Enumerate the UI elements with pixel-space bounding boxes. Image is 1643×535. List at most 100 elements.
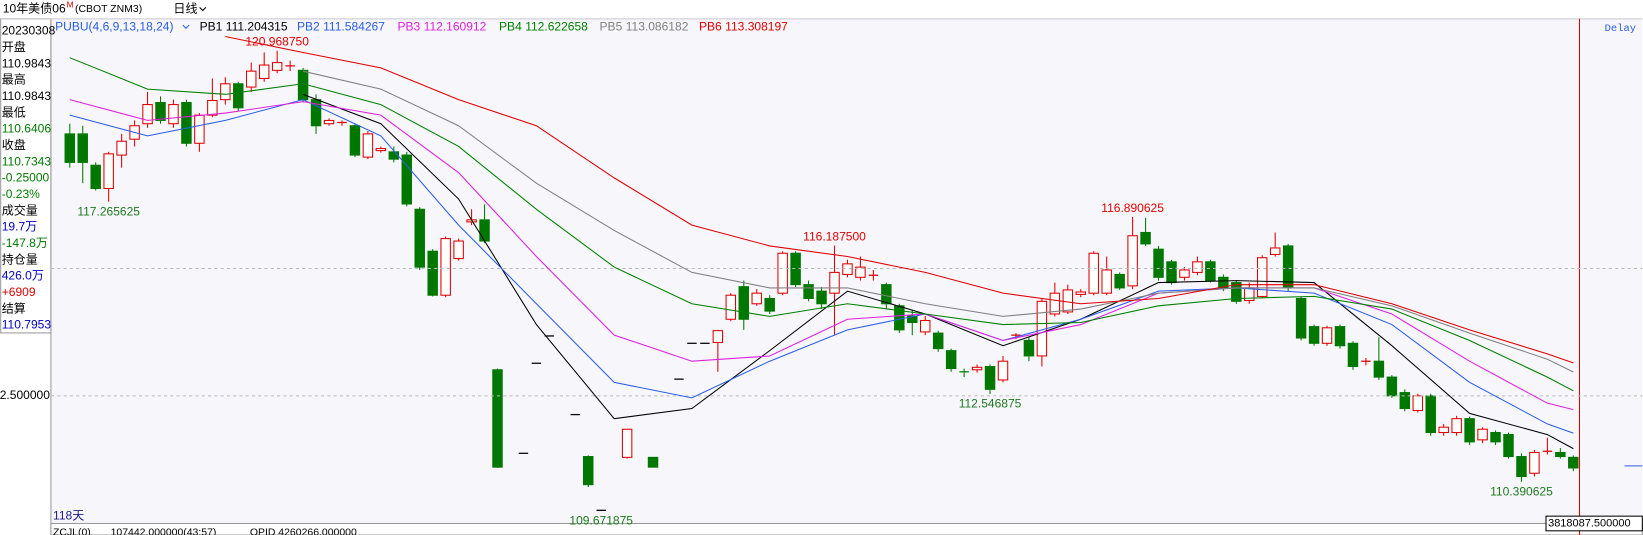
candle-body	[1127, 235, 1138, 287]
candles	[64, 50, 1579, 512]
info-text: 426.0万	[2, 269, 44, 283]
info-text: 开盘	[2, 39, 26, 54]
candle-body	[1347, 342, 1359, 368]
price-annotation: 116.890625	[1101, 201, 1164, 215]
candle-body	[64, 133, 76, 163]
candle-body	[971, 366, 983, 371]
candle-body	[155, 102, 166, 121]
candle-body	[1308, 326, 1320, 344]
bar-count: 118天	[53, 508, 84, 522]
candle-body	[712, 330, 724, 344]
legend-name: PB2	[297, 19, 320, 33]
candle-body	[881, 284, 892, 305]
price-annotation: 117.265625	[77, 204, 140, 218]
candle-body	[1438, 426, 1449, 434]
legend-value: 111.204315	[226, 19, 288, 33]
instrument-title[interactable]: 10年美债06	[3, 2, 66, 16]
info-text: 19.7万	[2, 220, 37, 234]
candle-body	[77, 133, 88, 163]
candle-body	[271, 62, 283, 71]
candle-body	[1140, 231, 1151, 245]
candle-body	[375, 148, 387, 152]
candle-body	[855, 266, 866, 278]
title-superscript: M	[67, 0, 74, 9]
candle-body	[1464, 418, 1475, 443]
delay-label: Delay	[1605, 23, 1636, 35]
candle-body	[233, 83, 244, 109]
candle-body	[803, 284, 814, 300]
price-annotation: 112.546875	[959, 397, 1022, 411]
price-annotation: 120.968750	[245, 35, 309, 49]
indicator-name[interactable]: PUBU(4,6,9,13,18,24)	[55, 19, 173, 33]
info-text: 收盘	[2, 137, 26, 152]
candle-body	[1477, 428, 1488, 441]
candle-body	[1101, 269, 1112, 294]
period-caret[interactable]	[199, 6, 207, 12]
candle-body	[479, 219, 490, 242]
info-text: 110.9843	[2, 89, 52, 103]
candle-body	[1399, 392, 1411, 409]
candle-body	[1062, 289, 1074, 313]
indicator-caret[interactable]	[182, 24, 190, 30]
footer-text: ZCJL(0)	[53, 528, 91, 535]
indicator-line	[302, 93, 1574, 450]
candle-body	[1023, 339, 1035, 357]
candle-body	[258, 64, 270, 80]
candle-body	[1179, 269, 1190, 278]
candle-body	[1218, 276, 1229, 289]
period-selector[interactable]: 日线	[173, 2, 197, 16]
candle-body	[1529, 451, 1540, 474]
candle-body	[1568, 456, 1579, 469]
legend-value: 113.086182	[626, 19, 689, 33]
legend-value: 111.584267	[323, 19, 385, 33]
legend-name: PB5	[600, 19, 623, 33]
info-text: 110.6406	[2, 122, 52, 136]
candle-body	[984, 365, 996, 390]
candle-body	[401, 154, 413, 205]
candle-body	[492, 369, 503, 468]
candle-body	[738, 286, 750, 320]
candle-body	[323, 119, 335, 125]
candle-body	[246, 70, 257, 88]
candle-body	[932, 332, 944, 350]
candle-body	[181, 102, 192, 144]
legend-value: 113.308197	[725, 19, 788, 33]
info-text: 最低	[2, 105, 26, 119]
candle-body	[1205, 261, 1216, 282]
candle-body	[116, 140, 127, 156]
corner-value: 3818087.500000	[1548, 517, 1630, 529]
candle-body	[90, 164, 101, 190]
info-panel	[0, 18, 52, 334]
y-tick-label: 112.500000	[0, 388, 50, 402]
candle-body	[349, 125, 361, 156]
candle-body	[1231, 282, 1242, 302]
price-annotation: 109.671875	[569, 514, 633, 528]
candle-body	[194, 114, 205, 144]
candle-body	[1295, 297, 1307, 339]
corner-box	[1545, 515, 1643, 532]
indicator-line	[69, 57, 1574, 392]
candle-body	[1269, 247, 1281, 256]
candle-body	[1425, 395, 1436, 434]
candle-body	[725, 294, 737, 320]
candle-body	[777, 252, 788, 294]
candle-body	[1503, 434, 1514, 458]
candle-body	[1192, 261, 1203, 273]
candle-body	[1166, 261, 1177, 284]
candle-body	[142, 104, 153, 125]
candle-body	[1412, 395, 1424, 412]
candle-body	[1373, 360, 1385, 378]
candle-body	[919, 319, 931, 333]
candle-body	[1088, 252, 1099, 294]
legend-value: 112.160912	[424, 19, 487, 33]
footer-text: OPID 4260266.000000	[250, 528, 357, 535]
candle-body	[583, 456, 594, 486]
candle-body	[997, 360, 1009, 381]
candle-body	[1114, 273, 1125, 289]
legend-name: PB3	[397, 19, 420, 33]
legend-name: PB1	[200, 19, 223, 33]
candle-body	[388, 151, 400, 160]
legend-name: PB6	[699, 19, 722, 33]
